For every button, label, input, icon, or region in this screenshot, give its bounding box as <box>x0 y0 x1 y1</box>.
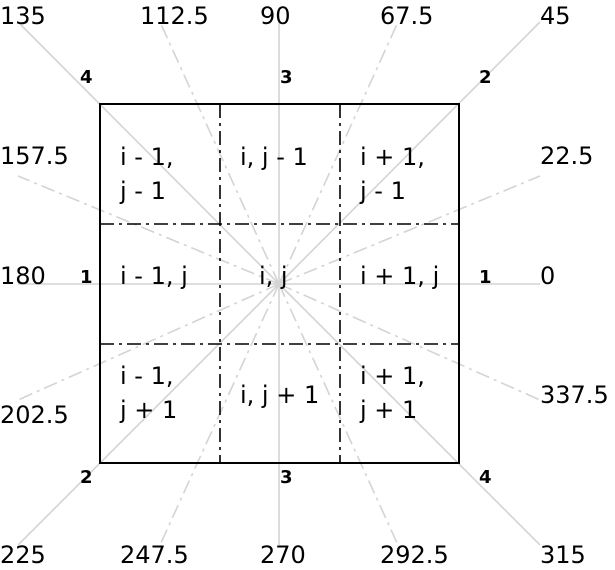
cell-top-center: i, j - 1 <box>240 143 308 171</box>
cell-labels: i - 1, j - 1 i, j - 1 i + 1, j - 1 i - 1… <box>119 143 439 424</box>
angle-90: 90 <box>260 2 291 30</box>
direction-top-right: 2 <box>479 67 492 88</box>
ray-225 <box>17 283 280 546</box>
angle-315: 315 <box>540 541 586 569</box>
angle-247-5: 247.5 <box>120 541 189 569</box>
cell-center: i, j <box>259 262 288 290</box>
ray-22-5 <box>278 175 541 285</box>
direction-bottom-right: 4 <box>479 467 492 488</box>
grid-frame <box>99 103 460 464</box>
ray-157-5 <box>17 175 280 285</box>
direction-bottom-center: 3 <box>280 467 293 488</box>
direction-right: 1 <box>479 267 492 288</box>
cell-top-right-line2: j - 1 <box>359 177 406 205</box>
cell-top-left-line1: i - 1, <box>120 143 173 171</box>
direction-top-left: 4 <box>80 67 93 88</box>
direction-top-center: 3 <box>280 67 293 88</box>
cell-middle-right: i + 1, j <box>360 262 439 290</box>
angle-180: 180 <box>0 262 46 290</box>
angle-45: 45 <box>540 2 571 30</box>
cell-bottom-left-line1: i - 1, <box>120 362 173 390</box>
cell-bottom-right-line2: j + 1 <box>359 396 417 424</box>
ray-202-5 <box>17 283 280 401</box>
angle-22-5: 22.5 <box>540 142 593 170</box>
angle-202-5: 202.5 <box>0 401 69 429</box>
direction-left: 1 <box>80 267 93 288</box>
ray-135 <box>17 21 280 285</box>
ray-45 <box>278 21 541 285</box>
angle-270: 270 <box>260 541 306 569</box>
cell-bottom-center: i, j + 1 <box>240 381 319 409</box>
grid-lines <box>100 104 459 463</box>
angle-112-5: 112.5 <box>140 2 209 30</box>
cell-top-right-line1: i + 1, <box>360 143 425 171</box>
ray-292-5 <box>278 283 399 546</box>
cell-middle-left: i - 1, j <box>120 262 188 290</box>
ray-67-5 <box>278 21 399 285</box>
ray-337-5 <box>278 283 541 401</box>
angle-225: 225 <box>0 541 46 569</box>
direction-bottom-left: 2 <box>80 467 93 488</box>
angle-157-5: 157.5 <box>0 142 69 170</box>
ray-315 <box>278 283 541 546</box>
solid-rays <box>17 21 541 546</box>
cell-top-left-line2: j - 1 <box>119 177 166 205</box>
angle-67-5: 67.5 <box>380 2 433 30</box>
cell-bottom-left-line2: j + 1 <box>119 396 177 424</box>
angle-0: 0 <box>540 262 555 290</box>
cell-bottom-right-line1: i + 1, <box>360 362 425 390</box>
angle-337-5: 337.5 <box>540 381 609 409</box>
angle-292-5: 292.5 <box>380 541 449 569</box>
direction-labels: 4 3 2 1 1 2 3 4 <box>80 67 492 488</box>
angle-135: 135 <box>0 2 46 30</box>
